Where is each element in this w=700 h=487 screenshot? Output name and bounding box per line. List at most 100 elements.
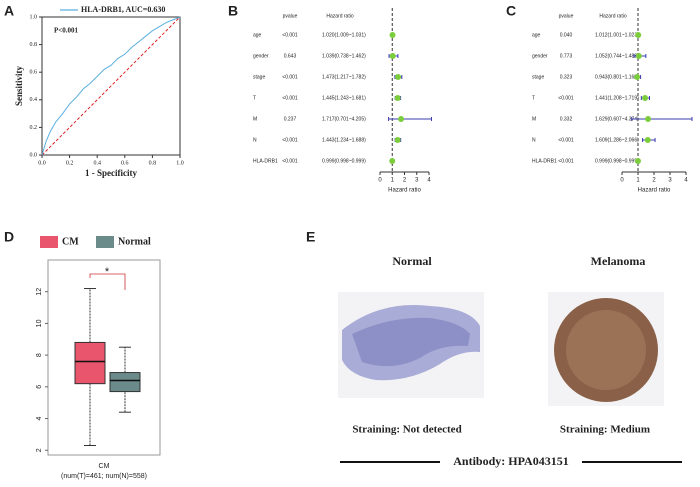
y-tick-label: 0.8 (30, 42, 38, 48)
pvalue: 0.332 (560, 116, 573, 122)
row-label: gender (532, 53, 548, 59)
legend-label: HLA-DRB1, AUC=0.630 (81, 5, 165, 14)
hr-label: 1.039(0.738~1.462) (322, 53, 366, 59)
x-tick-label: 1.0 (176, 160, 184, 166)
row-label: M (253, 116, 257, 122)
x-tick-label: 2 (652, 178, 656, 184)
image-caption: Straining: Medium (560, 424, 650, 436)
hr-point (635, 53, 642, 59)
panel-letter: B (228, 3, 238, 19)
tissue-normal (352, 317, 470, 367)
hr-point (634, 158, 641, 164)
hr-label: 0.999(0.998~0.999) (595, 158, 639, 164)
x-axis-label: 1 - Specificity (85, 168, 137, 178)
pvalue: 0.773 (560, 53, 573, 59)
panel-letter: C (506, 3, 516, 19)
pvalue: <0.001 (282, 137, 298, 143)
row-label: HLA-DRB1 (532, 158, 557, 164)
hr-point (635, 32, 642, 38)
significance-star: * (105, 266, 110, 278)
hr-point (644, 137, 651, 143)
image-caption: Straining: Not detected (352, 424, 461, 436)
x-tick-label: 4 (684, 178, 688, 184)
plot-frame (41, 16, 181, 156)
x-tick-label: 0.2 (66, 160, 74, 166)
pvalue: <0.001 (558, 95, 574, 101)
row-label: M (532, 116, 536, 122)
legend-label: Normal (118, 236, 151, 247)
hr-label: 1.717(0.701~4.205) (322, 116, 366, 122)
row-label: stage (532, 74, 544, 80)
reference-line (41, 16, 181, 156)
x-tick-label: CM (99, 463, 110, 470)
pvalue: <0.001 (282, 74, 298, 80)
column-header: Hazard ratio (326, 13, 353, 19)
hr-label: 1.445(1.243~1.681) (322, 95, 366, 101)
hr-label: 1.012(1.001~1.023) (595, 32, 639, 38)
panel-letter: D (4, 229, 14, 245)
hr-point (395, 74, 402, 80)
box (74, 341, 106, 385)
x-tick-label: 3 (668, 178, 672, 184)
pvalue: <0.001 (558, 137, 574, 143)
x-tick-label: 2 (403, 178, 407, 184)
y-tick-label: 4 (36, 416, 43, 420)
x-tick-label: 0 (378, 178, 382, 184)
pvalue: <0.001 (558, 158, 574, 164)
hr-point (634, 74, 641, 80)
x-tick-label: 0.0 (38, 160, 46, 166)
significance-bracket (89, 273, 126, 290)
y-tick-label: 0.6 (30, 70, 38, 76)
tissue-melanoma (566, 310, 646, 390)
pvalue: 0.323 (560, 74, 573, 80)
antibody-label: Antibody: HPA043151 (453, 454, 568, 468)
row-label: age (532, 32, 541, 38)
y-tick-label: 0.4 (30, 97, 38, 103)
x-tick-label: 1 (636, 178, 640, 184)
legend-label: CM (62, 236, 79, 247)
pvalue: 0.237 (284, 116, 297, 122)
column-header: Hazard ratio (599, 13, 626, 19)
hr-point (394, 137, 401, 143)
pvalue: 0.040 (560, 32, 573, 38)
box (109, 372, 141, 393)
x-axis-label: Hazard ratio (388, 188, 421, 194)
y-tick-label: 10 (36, 319, 43, 327)
x-tick-label: 4 (427, 178, 431, 184)
y-tick-label: 1.0 (30, 14, 38, 20)
hr-label: 0.999(0.998~0.999) (322, 158, 366, 164)
panel-letter: A (4, 3, 14, 19)
hr-label: 1.020(1.009~1.031) (322, 32, 366, 38)
x-axis-label: Hazard ratio (638, 188, 671, 194)
column-header: pvalue (559, 13, 574, 19)
x-tick-label: 0.6 (121, 160, 129, 166)
row-label: stage (253, 74, 265, 80)
pvalue: <0.001 (282, 32, 298, 38)
row-label: gender (253, 53, 269, 59)
x-tick-label: 0.4 (93, 160, 101, 166)
hr-point (645, 116, 652, 122)
hr-label: 0.943(0.801~1.163) (595, 74, 639, 80)
hr-point (642, 95, 649, 101)
hr-label: 1.609(1.286~2.066) (595, 137, 639, 143)
panel-letter: E (306, 229, 315, 245)
plot-frame (47, 259, 161, 456)
y-tick-label: 2 (36, 448, 43, 452)
hr-point (389, 32, 396, 38)
image-title: Melanoma (591, 254, 646, 268)
panel-e: Normal Melanoma Straining: Not detected … (338, 254, 682, 468)
x-tick-label: 0.8 (149, 160, 157, 166)
y-tick-label: 12 (36, 288, 43, 296)
x-tick-label: 1 (391, 178, 395, 184)
row-label: HLA-DRB1 (253, 158, 278, 164)
hr-point (389, 53, 396, 59)
row-label: T (532, 95, 535, 101)
hr-label: 1.473(1.217~1.782) (322, 74, 366, 80)
hr-point (394, 95, 401, 101)
x-tick-label: 0 (620, 178, 624, 184)
y-axis-label: Sensitivity (14, 66, 24, 107)
row-label: T (253, 95, 256, 101)
column-header: pvalue (283, 13, 298, 19)
x-tick-label: 3 (415, 178, 419, 184)
